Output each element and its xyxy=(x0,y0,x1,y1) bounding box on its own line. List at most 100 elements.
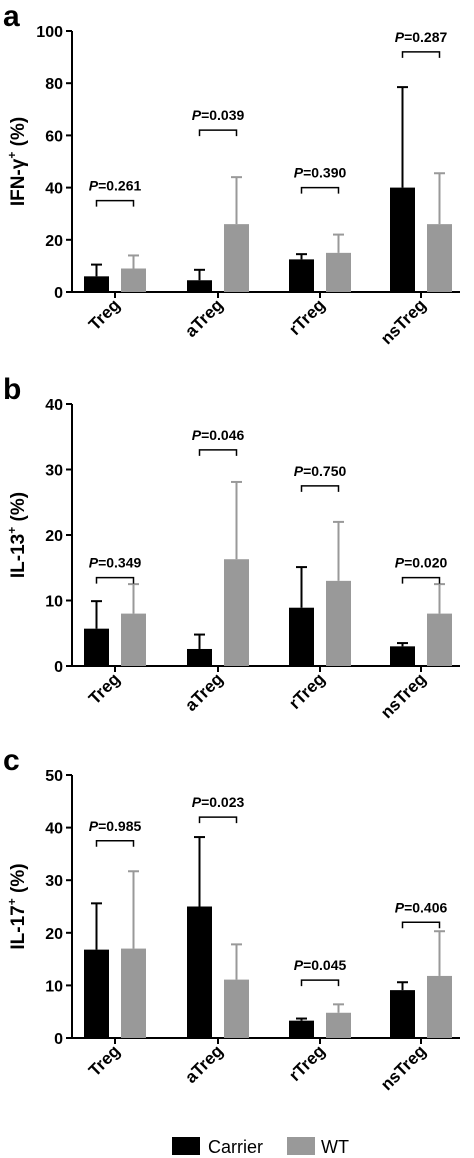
bar-wt xyxy=(121,948,146,1038)
x-category-label: nsTreg xyxy=(377,1041,430,1094)
bar-carrier xyxy=(390,646,415,666)
y-tick-label: 60 xyxy=(45,128,63,145)
bar-wt xyxy=(326,252,351,292)
y-axis-label-sup: + xyxy=(5,898,19,905)
x-category-label: Treg xyxy=(85,1041,124,1080)
p-value-label: P=0.349 xyxy=(89,555,142,571)
y-axis-label: IL-13+ (%) xyxy=(5,492,29,578)
x-category-label: Treg xyxy=(85,669,124,708)
p-value-bracket xyxy=(401,921,441,929)
p-value-label: P=0.045 xyxy=(294,957,347,973)
y-axis-label-unit: (%) xyxy=(8,863,29,898)
p-value-number: =0.406 xyxy=(404,899,447,915)
bar-carrier xyxy=(289,259,314,292)
p-value-label: P=0.287 xyxy=(395,29,448,45)
x-category-label: nsTreg xyxy=(377,669,430,722)
p-value-bracket xyxy=(401,51,441,58)
bar-wt xyxy=(326,580,351,666)
x-category-label: aTreg xyxy=(181,1041,227,1087)
panel-letter: b xyxy=(3,373,21,406)
p-value-bracket xyxy=(95,199,135,207)
x-category-label: rTreg xyxy=(285,295,329,339)
p-value-symbol: P xyxy=(89,178,99,194)
bar-carrier xyxy=(390,990,415,1038)
p-value-number: =0.020 xyxy=(404,555,447,571)
bar-wt xyxy=(121,268,146,292)
p-value-bracket xyxy=(95,840,135,847)
y-tick-label: 10 xyxy=(45,978,63,995)
p-value-label: P=0.750 xyxy=(294,463,347,479)
p-value-bracket xyxy=(401,576,441,584)
bar-carrier xyxy=(289,607,314,666)
y-tick-label: 30 xyxy=(45,873,63,890)
p-value-symbol: P xyxy=(294,165,304,181)
y-tick-label: 0 xyxy=(54,659,63,676)
p-value-symbol: P xyxy=(294,463,304,479)
y-axis-label-sup: + xyxy=(5,152,19,159)
p-value-number: =0.349 xyxy=(98,555,141,571)
x-category-label: rTreg xyxy=(285,1041,329,1085)
p-value-label: P=0.020 xyxy=(395,555,448,571)
bar-carrier xyxy=(289,1020,314,1038)
p-value-label: P=0.261 xyxy=(89,178,142,194)
y-axis-label-unit: (%) xyxy=(8,117,29,152)
p-value-number: =0.750 xyxy=(303,463,346,479)
y-tick-label: 50 xyxy=(45,768,63,785)
p-value-bracket xyxy=(198,816,238,824)
p-value-bracket xyxy=(300,979,340,987)
p-value-symbol: P xyxy=(395,29,405,45)
y-tick-label: 10 xyxy=(45,594,63,611)
bar-carrier xyxy=(84,628,109,666)
p-value-label: P=0.985 xyxy=(89,818,142,834)
bar-carrier xyxy=(390,187,415,292)
y-axis-label-main: IL-13 xyxy=(8,534,29,578)
x-category-label: nsTreg xyxy=(377,295,430,348)
legend-label-carrier: Carrier xyxy=(208,1137,263,1157)
y-tick-label: 20 xyxy=(45,233,63,250)
bar-carrier xyxy=(84,949,109,1038)
panel-letter: a xyxy=(3,0,20,33)
p-value-number: =0.023 xyxy=(201,794,244,810)
p-value-number: =0.039 xyxy=(201,107,244,123)
y-tick-label: 30 xyxy=(45,463,63,480)
y-tick-label: 40 xyxy=(45,397,63,414)
bar-carrier xyxy=(187,648,212,666)
y-tick-label: 100 xyxy=(36,24,63,41)
bar-wt xyxy=(224,559,249,666)
y-axis-label-sup: + xyxy=(5,527,19,534)
y-tick-label: 0 xyxy=(54,1031,63,1048)
p-value-symbol: P xyxy=(395,555,405,571)
p-value-number: =0.046 xyxy=(201,427,244,443)
x-category-label: aTreg xyxy=(181,295,227,341)
p-value-label: P=0.390 xyxy=(294,165,347,181)
p-value-label: P=0.023 xyxy=(192,794,245,810)
y-axis-label-unit: (%) xyxy=(8,492,29,527)
bar-carrier xyxy=(84,276,109,292)
p-value-symbol: P xyxy=(89,818,99,834)
legend-label-wt: WT xyxy=(321,1137,349,1157)
x-category-label: rTreg xyxy=(285,669,329,713)
bar-carrier xyxy=(187,906,212,1038)
legend-swatch-carrier xyxy=(172,1137,200,1155)
bar-wt xyxy=(121,613,146,666)
y-tick-label: 40 xyxy=(45,821,63,838)
p-value-symbol: P xyxy=(192,794,202,810)
p-value-bracket xyxy=(95,576,135,584)
p-value-number: =0.390 xyxy=(303,165,346,181)
legend-swatch-wt xyxy=(287,1137,315,1155)
p-value-symbol: P xyxy=(395,899,405,915)
y-axis-label-main: IL-17 xyxy=(8,905,29,949)
p-value-number: =0.261 xyxy=(98,178,141,194)
x-category-label: Treg xyxy=(85,295,124,334)
p-value-symbol: P xyxy=(294,957,304,973)
bar-wt xyxy=(224,224,249,292)
y-axis-label: IFN-γ+ (%) xyxy=(5,117,29,206)
y-tick-label: 80 xyxy=(45,76,63,93)
x-category-label: aTreg xyxy=(181,669,227,715)
bar-carrier xyxy=(187,280,212,292)
y-tick-label: 20 xyxy=(45,528,63,545)
